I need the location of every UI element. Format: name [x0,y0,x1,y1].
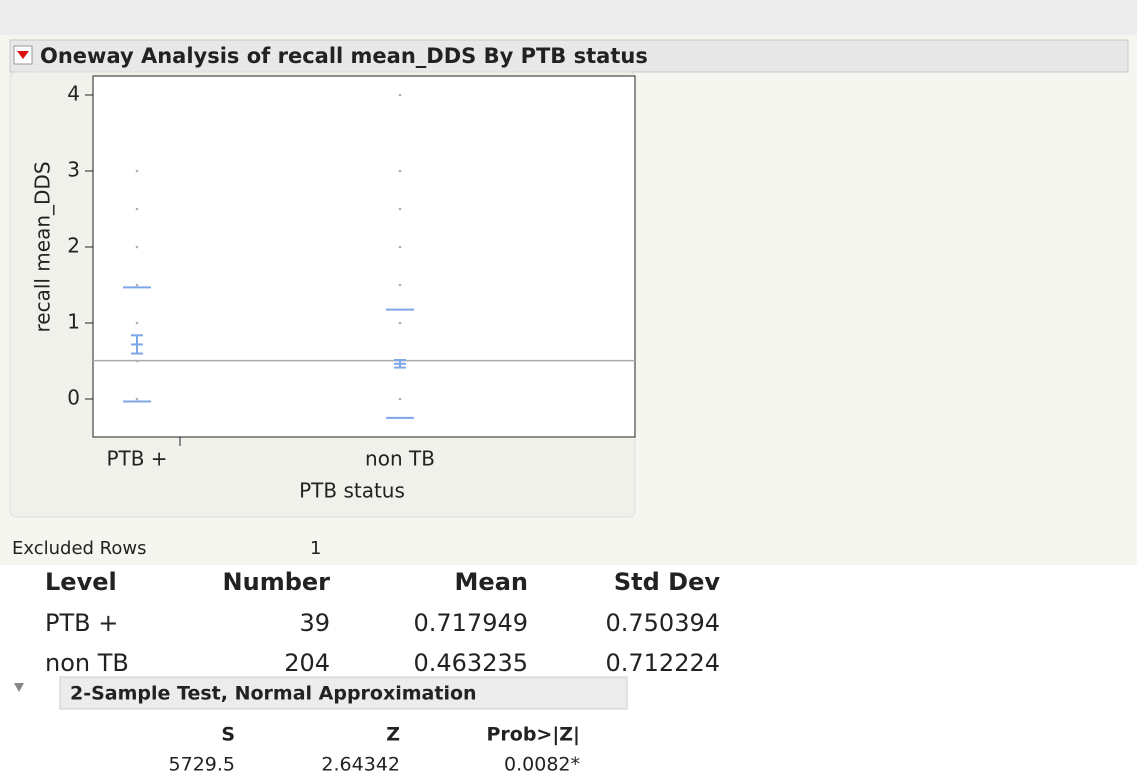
point [135,245,139,249]
point [135,283,139,287]
table-cell: PTB + [45,609,118,637]
y-tick-label: 0 [67,386,80,410]
y-axis-title: recall mean_DDS [31,161,55,332]
test-col-header: S [221,724,235,746]
point [398,207,402,211]
point [135,207,139,211]
table-cell: 0.463235 [413,649,528,677]
table-header: Mean [455,568,528,596]
x-axis-title: PTB status [299,479,405,503]
table-cell: 0.712224 [605,649,720,677]
test-header [59,676,628,710]
point [398,169,402,173]
point [135,359,139,363]
point [135,397,139,401]
y-tick-label: 4 [67,82,80,106]
y-tick-label: 1 [67,310,80,334]
point [398,93,402,97]
table-header: Level [45,568,117,596]
test-col-header: Prob>|Z| [486,724,580,746]
excluded-label: Excluded Rows [12,538,146,559]
test-disclosure[interactable] [14,683,24,692]
y-tick-label: 2 [67,234,80,258]
report-title: Oneway Analysis of recall mean_DDS By PT… [40,44,648,68]
point [398,321,402,325]
top-bar [0,0,1137,35]
x-tick-label: non TB [365,447,435,471]
red-triangle [17,51,29,59]
point [135,169,139,173]
table-cell: 0.717949 [413,609,528,637]
point [135,321,139,325]
point [398,245,402,249]
test-cell: 2.64342 [321,754,400,776]
table-cell: 39 [299,609,330,637]
test-col-header: Z [386,724,400,746]
test-title: 2-Sample Test, Normal Approximation [70,683,477,705]
test-cell: 0.0082* [504,754,580,776]
table-cell: non TB [45,649,129,677]
table-cell: 0.750394 [605,609,720,637]
excluded-value: 1 [310,538,321,559]
point [398,283,402,287]
plot-frame [92,75,636,438]
test-cell: 5729.5 [169,754,235,776]
y-tick-label: 3 [67,158,80,182]
table-cell: 204 [284,649,330,677]
x-tick-label: PTB + [106,447,167,471]
table-header: Std Dev [614,568,720,596]
table-header: Number [223,568,331,596]
title-bar [9,39,1129,73]
point [398,397,402,401]
